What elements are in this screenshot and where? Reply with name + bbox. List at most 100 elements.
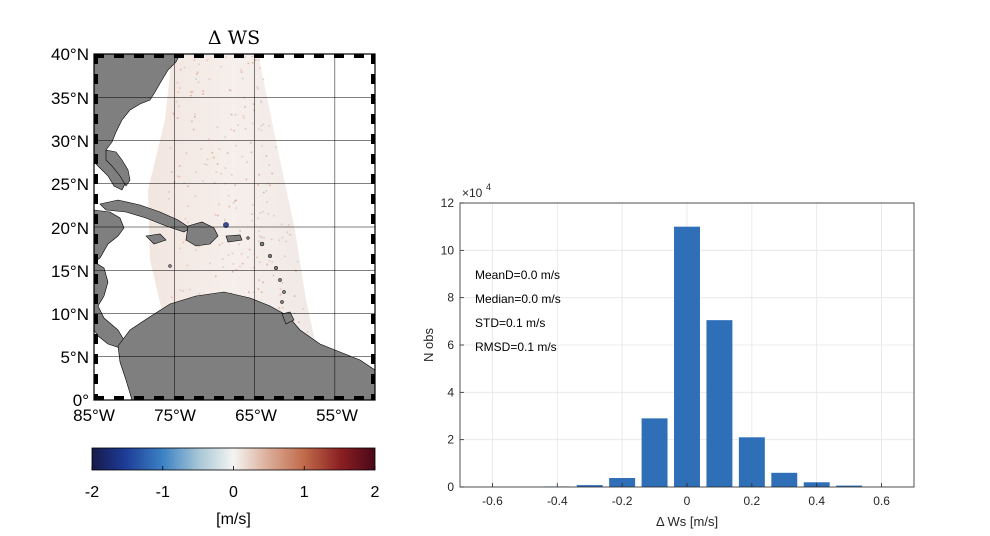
speckle xyxy=(250,142,252,144)
annotation-median: Median=0.0 m/s xyxy=(475,292,561,306)
histogram-bar xyxy=(706,320,733,487)
speckle xyxy=(258,279,260,281)
land-jamaica xyxy=(145,233,167,245)
speckle xyxy=(194,113,196,115)
speckle xyxy=(241,155,244,158)
speckle xyxy=(242,114,245,117)
speckle xyxy=(218,203,220,206)
colorbar-label: [m/s] xyxy=(216,511,251,528)
border-segment xyxy=(371,74,375,84)
border-segment xyxy=(94,354,98,364)
speckle xyxy=(200,148,202,150)
speckle xyxy=(177,91,179,93)
histogram-bar xyxy=(609,478,636,487)
speckle xyxy=(251,213,253,215)
border-segment xyxy=(94,374,98,384)
y-tick-label: 12 xyxy=(441,196,455,210)
speckle xyxy=(209,262,211,265)
speckle xyxy=(287,224,290,226)
speckle xyxy=(187,185,189,188)
border-segment xyxy=(94,274,98,284)
border-segment xyxy=(371,134,375,144)
speckle xyxy=(179,289,182,291)
border-segment xyxy=(371,214,375,224)
lon-tick-label: 85°W xyxy=(73,406,115,425)
border-segment xyxy=(371,54,375,64)
speckle xyxy=(271,172,273,175)
lat-tick-label: 20°N xyxy=(51,219,89,238)
speckle xyxy=(228,205,231,208)
speckle xyxy=(265,155,268,157)
eddy-feature xyxy=(223,222,229,228)
speckle xyxy=(215,171,218,173)
speckle xyxy=(262,78,265,81)
land-north-america xyxy=(94,54,181,191)
border-segment xyxy=(114,54,124,58)
lat-tick-label: 5°N xyxy=(60,348,89,367)
speckle xyxy=(224,136,226,138)
annotation-mean: MeanD=0.0 m/s xyxy=(475,268,560,282)
speckle xyxy=(254,59,257,61)
speckle xyxy=(235,207,238,209)
histogram-bar xyxy=(674,226,700,488)
histogram-bar xyxy=(641,418,668,487)
speckle xyxy=(185,152,188,154)
speckle xyxy=(182,290,184,292)
speckle xyxy=(262,123,264,126)
border-segment xyxy=(114,396,124,400)
border-segment xyxy=(371,154,375,164)
speckle xyxy=(232,270,234,273)
speckle xyxy=(253,291,255,294)
speckle xyxy=(190,94,192,97)
speckle xyxy=(203,163,206,165)
border-segment xyxy=(94,114,98,124)
histogram-y-tick-labels: 0 2 4 6 8 10 12 xyxy=(441,196,455,494)
speckle xyxy=(273,214,275,217)
border-segment xyxy=(354,396,364,400)
speckle xyxy=(245,178,248,181)
speckle xyxy=(285,240,287,243)
speckle xyxy=(172,112,175,115)
border-segment xyxy=(274,54,284,58)
speckle xyxy=(257,88,259,90)
speckle xyxy=(196,73,198,75)
speckle xyxy=(198,245,200,248)
speckle xyxy=(231,252,234,255)
speckle xyxy=(206,59,209,62)
border-segment xyxy=(234,396,244,400)
speckle xyxy=(175,100,178,103)
exponent-base: ×10 xyxy=(462,186,483,200)
speckle xyxy=(206,158,209,161)
border-segment xyxy=(334,54,344,58)
speckle xyxy=(251,56,254,58)
speckle xyxy=(170,296,173,298)
map-title: Δ WS xyxy=(208,27,260,49)
map-area xyxy=(94,54,375,400)
map-checker-border xyxy=(94,54,375,400)
y-tick-label: 8 xyxy=(447,291,454,305)
speckle xyxy=(252,122,254,125)
speckle xyxy=(278,307,280,309)
exponent-power: 4 xyxy=(486,182,491,192)
colorbar-tick-label: 2 xyxy=(371,484,380,501)
x-tick-label: -0.2 xyxy=(612,494,633,508)
border-segment xyxy=(94,134,98,144)
speckle xyxy=(184,218,187,220)
speckle xyxy=(211,151,214,154)
speckle xyxy=(188,288,191,291)
speckle xyxy=(235,199,237,202)
speckle xyxy=(216,163,219,165)
land-hispaniola xyxy=(185,221,219,247)
speckle xyxy=(179,247,182,250)
annotation-rmsd: RMSD=0.1 m/s xyxy=(475,340,557,354)
border-segment xyxy=(254,396,264,400)
border-segment xyxy=(371,274,375,284)
lon-tick-label: 65°W xyxy=(235,406,277,425)
x-tick-label: 0 xyxy=(684,494,691,508)
speckle xyxy=(248,291,250,294)
speckle xyxy=(202,180,204,182)
speckle xyxy=(191,90,194,93)
border-segment xyxy=(94,254,98,264)
border-segment xyxy=(94,394,98,400)
border-segment xyxy=(314,396,324,400)
